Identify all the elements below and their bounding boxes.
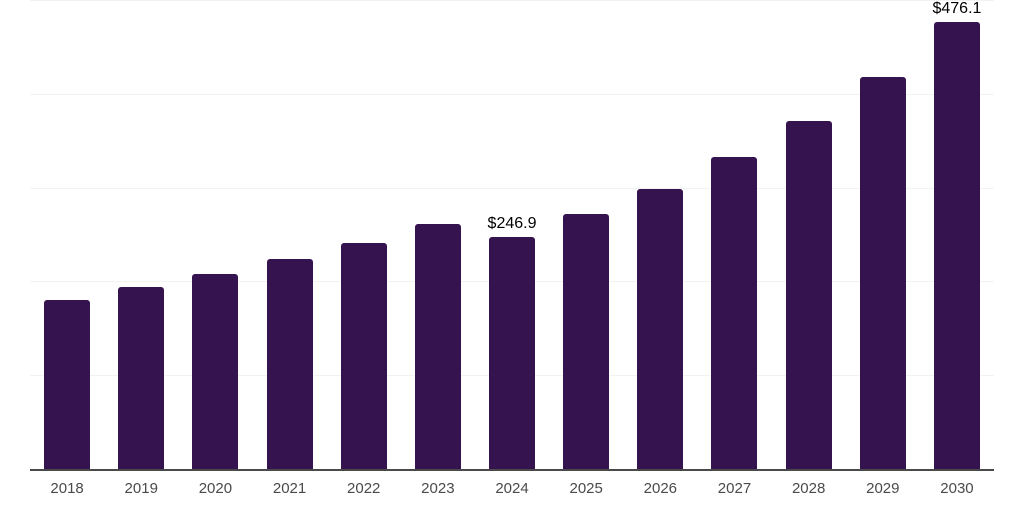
x-axis-label-2026: 2026 <box>643 480 678 497</box>
x-axis-label-2019: 2019 <box>124 480 158 497</box>
gridline-300 <box>30 187 994 189</box>
bar-band-2021 <box>252 0 326 469</box>
bar-band-2023 <box>401 0 475 469</box>
bar-2028 <box>785 121 832 469</box>
x-axis-label-2028: 2028 <box>791 480 826 497</box>
bar-2022 <box>340 242 387 469</box>
bar-band-2022 <box>327 0 401 469</box>
bar-2029 <box>859 76 906 469</box>
bar-2024 <box>489 237 536 469</box>
bar-2030 <box>933 22 980 469</box>
bar-band-2030: $476.1 <box>920 0 994 469</box>
bar-2027 <box>711 156 758 469</box>
bar-band-2025 <box>549 0 623 469</box>
data-label-2030: $476.1 <box>932 0 982 17</box>
bar-band-2028 <box>772 0 846 469</box>
bar-2025 <box>563 213 610 469</box>
x-axis-label-2018: 2018 <box>50 480 84 497</box>
bar-band-2027 <box>697 0 771 469</box>
bar-band-2024: $246.9 <box>475 0 549 469</box>
x-axis: 2018 2019 2020 2021 2022 2023 2024 2025 2026 2027… <box>30 480 994 497</box>
x-axis-label-2029: 2029 <box>866 480 900 497</box>
x-axis-label-2024: 2024 <box>495 480 529 497</box>
x-axis-label-2023: 2023 <box>421 480 455 497</box>
bar-2026 <box>637 188 684 469</box>
x-axis-label-2027: 2027 <box>717 480 752 497</box>
x-axis-label-2021: 2021 <box>272 480 307 497</box>
bar-band-2020 <box>178 0 252 469</box>
x-axis-label-2030: 2030 <box>940 480 974 497</box>
bar-2018 <box>44 300 91 469</box>
bars-container: $246.9 $476.1 <box>30 0 994 469</box>
bar-band-2018 <box>30 0 104 469</box>
plot-area: $246.9 $476.1 <box>30 0 994 471</box>
x-axis-label-2022: 2022 <box>347 480 381 497</box>
gridline-400 <box>30 93 994 95</box>
bar-2020 <box>192 273 239 469</box>
x-axis-label-2020: 2020 <box>198 480 233 497</box>
data-label-2024: $246.9 <box>487 214 537 232</box>
bar-band-2029 <box>846 0 920 469</box>
bar-2021 <box>266 258 313 469</box>
x-axis-label-2025: 2025 <box>569 480 603 497</box>
bar-2023 <box>414 224 461 469</box>
bar-band-2019 <box>104 0 178 469</box>
gridline-500 <box>30 0 994 1</box>
bar-band-2026 <box>623 0 697 469</box>
bar-2019 <box>118 287 165 469</box>
